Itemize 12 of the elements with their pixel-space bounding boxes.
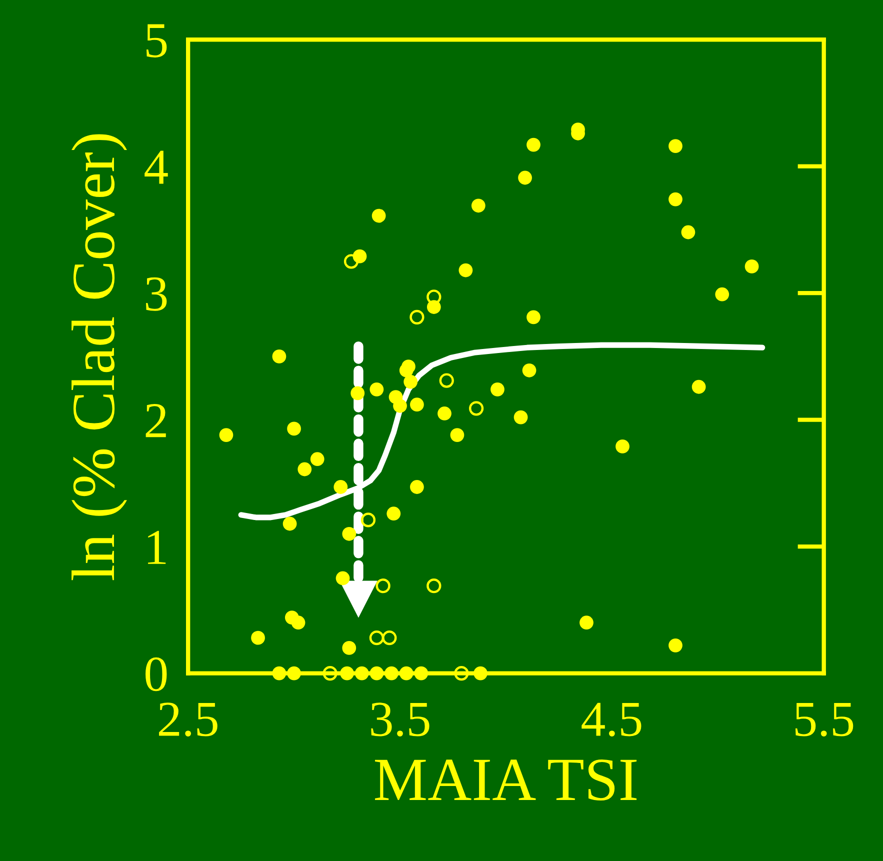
x-tick-label: 4.5 — [582, 702, 642, 736]
y-axis-title: ln (% Clad Cover) — [72, 134, 127, 580]
x-tick-label: 5.5 — [795, 703, 854, 736]
y-tick-label: 0 — [146, 657, 167, 692]
x-tick-label: 2.5 — [159, 702, 218, 736]
x-axis-title: MAIA TSI — [374, 759, 637, 801]
y-tick-label: 5 — [146, 24, 167, 58]
y-tick-label: 3 — [146, 277, 167, 311]
y-tick-label: 2 — [146, 404, 166, 438]
y-tick-label: 1 — [148, 530, 166, 564]
x-tick-label: 3.5 — [371, 702, 430, 736]
y-tick-label: 4 — [144, 150, 168, 184]
